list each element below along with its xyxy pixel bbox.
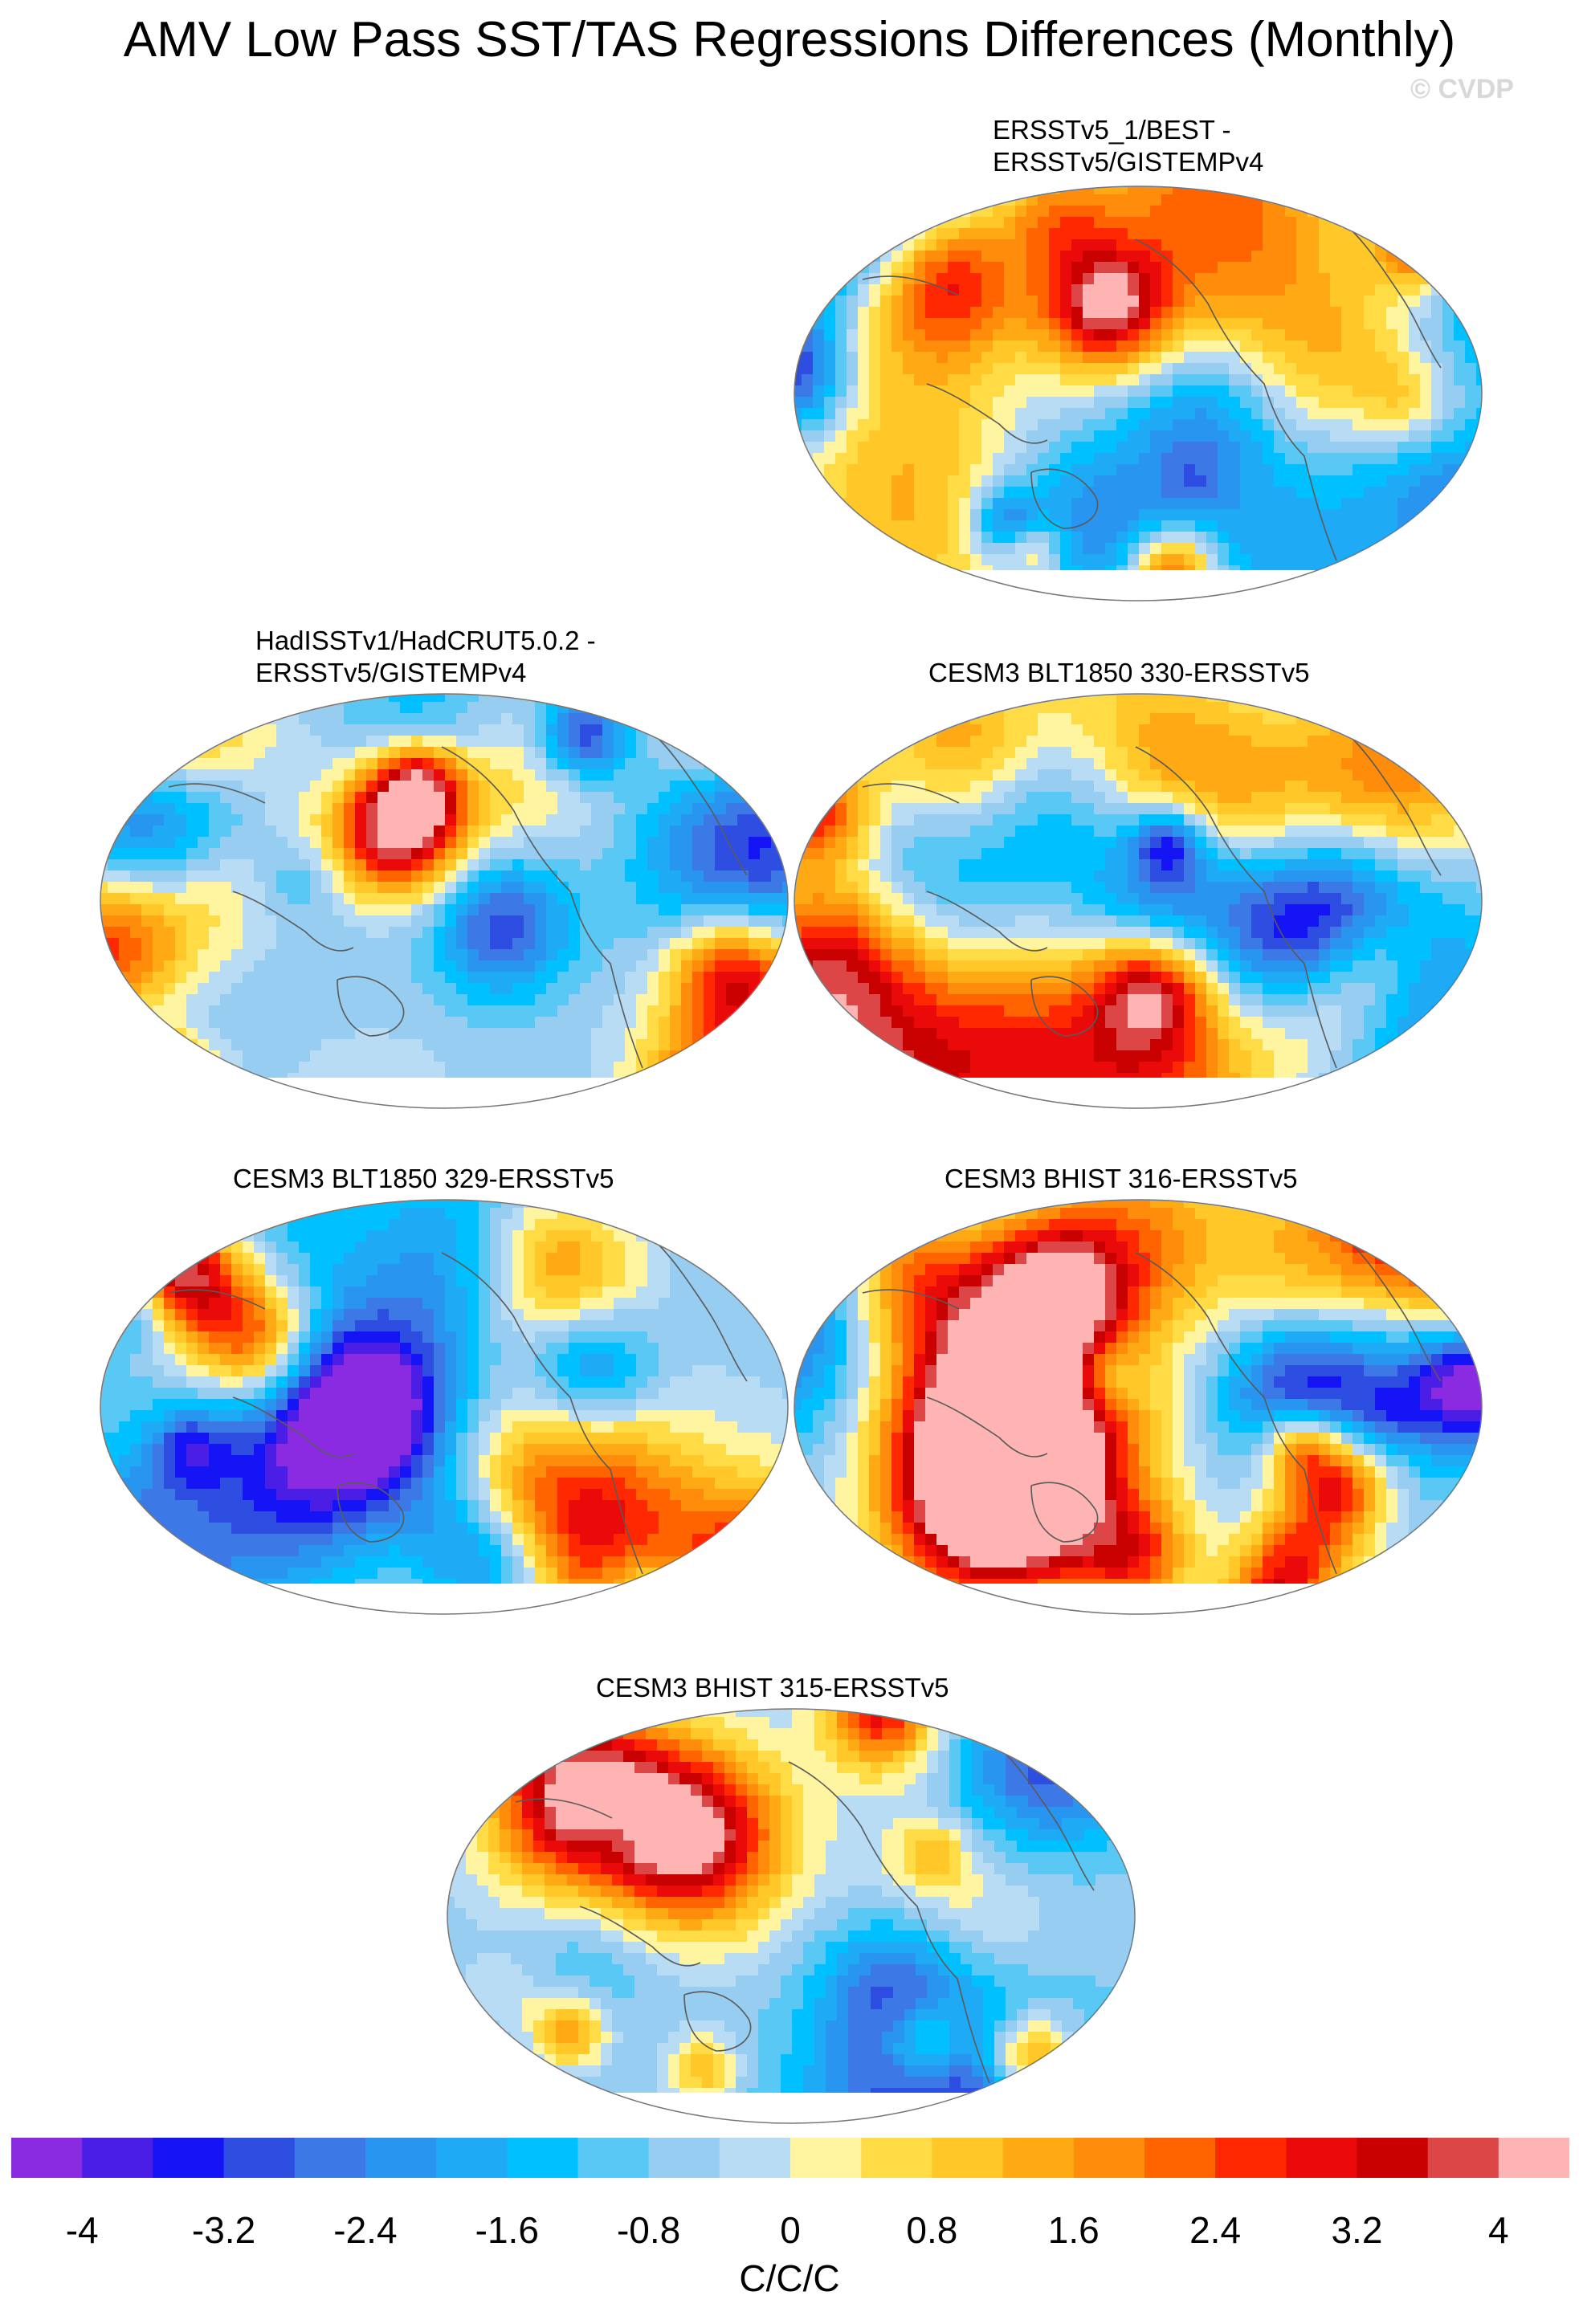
coastline bbox=[926, 383, 1048, 444]
coastline bbox=[168, 783, 266, 804]
antarctica-landmass bbox=[100, 1078, 788, 1108]
colorbar-swatch bbox=[1427, 2138, 1499, 2178]
coastline bbox=[1135, 746, 1337, 1069]
panel-title-cesm3-blt1850-329: CESM3 BLT1850 329-ERSSTv5 bbox=[233, 1164, 614, 1193]
colorbar-swatch bbox=[153, 2138, 225, 2178]
map-border bbox=[100, 693, 789, 1109]
antarctica-landmass bbox=[794, 1078, 1482, 1108]
coastline bbox=[862, 1289, 960, 1310]
map-field bbox=[794, 694, 1482, 1108]
coastline bbox=[862, 275, 960, 296]
map-border bbox=[794, 1199, 1483, 1615]
coastline bbox=[441, 1252, 643, 1575]
coastline bbox=[658, 738, 748, 876]
colorbar-tick-label: 1.6 bbox=[1047, 2209, 1100, 2251]
coastline bbox=[1030, 1482, 1099, 1543]
colorbar-tick-label: 0.8 bbox=[906, 2209, 958, 2251]
colorbar bbox=[11, 2138, 1569, 2178]
colorbar-tick-label: 3.2 bbox=[1331, 2209, 1383, 2251]
map-field bbox=[794, 186, 1482, 601]
map-field bbox=[100, 694, 788, 1108]
coastline bbox=[1352, 1244, 1442, 1382]
map-field bbox=[794, 1200, 1482, 1614]
coastline bbox=[232, 1396, 354, 1458]
coastline bbox=[1135, 239, 1337, 561]
colorbar-swatch bbox=[648, 2138, 720, 2178]
antarctica-landmass bbox=[794, 1584, 1482, 1614]
coastline bbox=[337, 1482, 405, 1543]
coastline bbox=[1030, 976, 1099, 1037]
colorbar-swatch bbox=[1002, 2138, 1075, 2178]
coastline bbox=[1352, 738, 1442, 876]
colorbar-tick-label: -3.2 bbox=[191, 2209, 256, 2251]
colorbar-swatch bbox=[507, 2138, 578, 2178]
map-cesm3-bhist-315 bbox=[447, 1708, 1136, 2124]
map-cesm3-blt1850-330 bbox=[794, 693, 1483, 1109]
map-border bbox=[794, 186, 1483, 601]
colorbar-swatch bbox=[294, 2138, 366, 2178]
colorbar-swatch bbox=[1073, 2138, 1145, 2178]
map-field bbox=[100, 1200, 788, 1614]
coastline bbox=[926, 1396, 1048, 1458]
colorbar-tick-label: 4 bbox=[1488, 2209, 1509, 2251]
map-border bbox=[794, 693, 1483, 1109]
colorbar-swatch bbox=[436, 2138, 508, 2178]
antarctica-landmass bbox=[100, 1584, 788, 1614]
colorbar-swatch bbox=[1286, 2138, 1357, 2178]
map-ersstv5-1-best bbox=[794, 186, 1483, 601]
colorbar-swatch bbox=[223, 2138, 296, 2178]
coastline bbox=[1352, 230, 1442, 369]
panel-title-cesm3-bhist-315: CESM3 BHIST 315-ERSSTv5 bbox=[596, 1673, 949, 1702]
colorbar-swatch bbox=[365, 2138, 437, 2178]
colorbar-swatch bbox=[1215, 2138, 1287, 2178]
colorbar-swatch bbox=[719, 2138, 791, 2178]
panel-title-cesm3-bhist-316: CESM3 BHIST 316-ERSSTv5 bbox=[945, 1164, 1298, 1193]
colorbar-tick-label: -1.6 bbox=[475, 2209, 539, 2251]
coastline bbox=[683, 1991, 752, 2052]
colorbar-tick-label: -2.4 bbox=[333, 2209, 398, 2251]
colorbar-swatch bbox=[790, 2138, 862, 2178]
map-border bbox=[100, 1199, 789, 1615]
colorbar-swatch bbox=[1357, 2138, 1429, 2178]
colorbar-units: C/C/C bbox=[739, 2257, 840, 2299]
colorbar-tick-label: -4 bbox=[65, 2209, 99, 2251]
coastline bbox=[337, 976, 405, 1037]
map-cesm3-bhist-316 bbox=[794, 1199, 1483, 1615]
coastline bbox=[441, 746, 643, 1069]
colorbar-swatch bbox=[861, 2138, 932, 2178]
coastline bbox=[788, 1761, 990, 2084]
panel-title-ersstv5-1-best: ERSSTv5_1/BEST - ERSSTv5/GISTEMPv4 bbox=[993, 115, 1264, 177]
panel-title-hadisst-hadcrut: HadISSTv1/HadCRUT5.0.2 - ERSSTv5/GISTEMPv… bbox=[255, 626, 596, 687]
coastline bbox=[658, 1244, 748, 1382]
antarctica-landmass bbox=[447, 2093, 1135, 2123]
cvdp-watermark: © CVDP bbox=[1410, 74, 1514, 104]
map-border bbox=[447, 1708, 1136, 2124]
coastline bbox=[1135, 1252, 1337, 1575]
map-field bbox=[447, 1709, 1135, 2123]
colorbar-swatch bbox=[82, 2138, 153, 2178]
colorbar-tick-label: 2.4 bbox=[1189, 2209, 1242, 2251]
colorbar-tick-label: 0 bbox=[780, 2209, 801, 2251]
map-hadisst-hadcrut bbox=[100, 693, 789, 1109]
coastline bbox=[1005, 1753, 1095, 1891]
coastline bbox=[862, 783, 960, 804]
colorbar-swatch bbox=[932, 2138, 1004, 2178]
coastline bbox=[926, 891, 1048, 952]
map-cesm3-blt1850-329 bbox=[100, 1199, 789, 1615]
figure-title: AMV Low Pass SST/TAS Regressions Differe… bbox=[123, 12, 1456, 67]
coastline bbox=[579, 1906, 701, 1967]
colorbar-swatch bbox=[577, 2138, 650, 2178]
colorbar-swatch bbox=[1144, 2138, 1216, 2178]
coastline bbox=[232, 891, 354, 952]
colorbar-swatch bbox=[1498, 2138, 1569, 2178]
antarctica-landmass bbox=[794, 570, 1482, 601]
coastline bbox=[168, 1289, 266, 1310]
panel-title-cesm3-blt1850-330: CESM3 BLT1850 330-ERSSTv5 bbox=[928, 658, 1310, 687]
colorbar-tick-label: -0.8 bbox=[616, 2209, 681, 2251]
coastline bbox=[515, 1798, 613, 1819]
colorbar-swatch bbox=[11, 2138, 83, 2178]
coastline bbox=[1030, 468, 1099, 529]
